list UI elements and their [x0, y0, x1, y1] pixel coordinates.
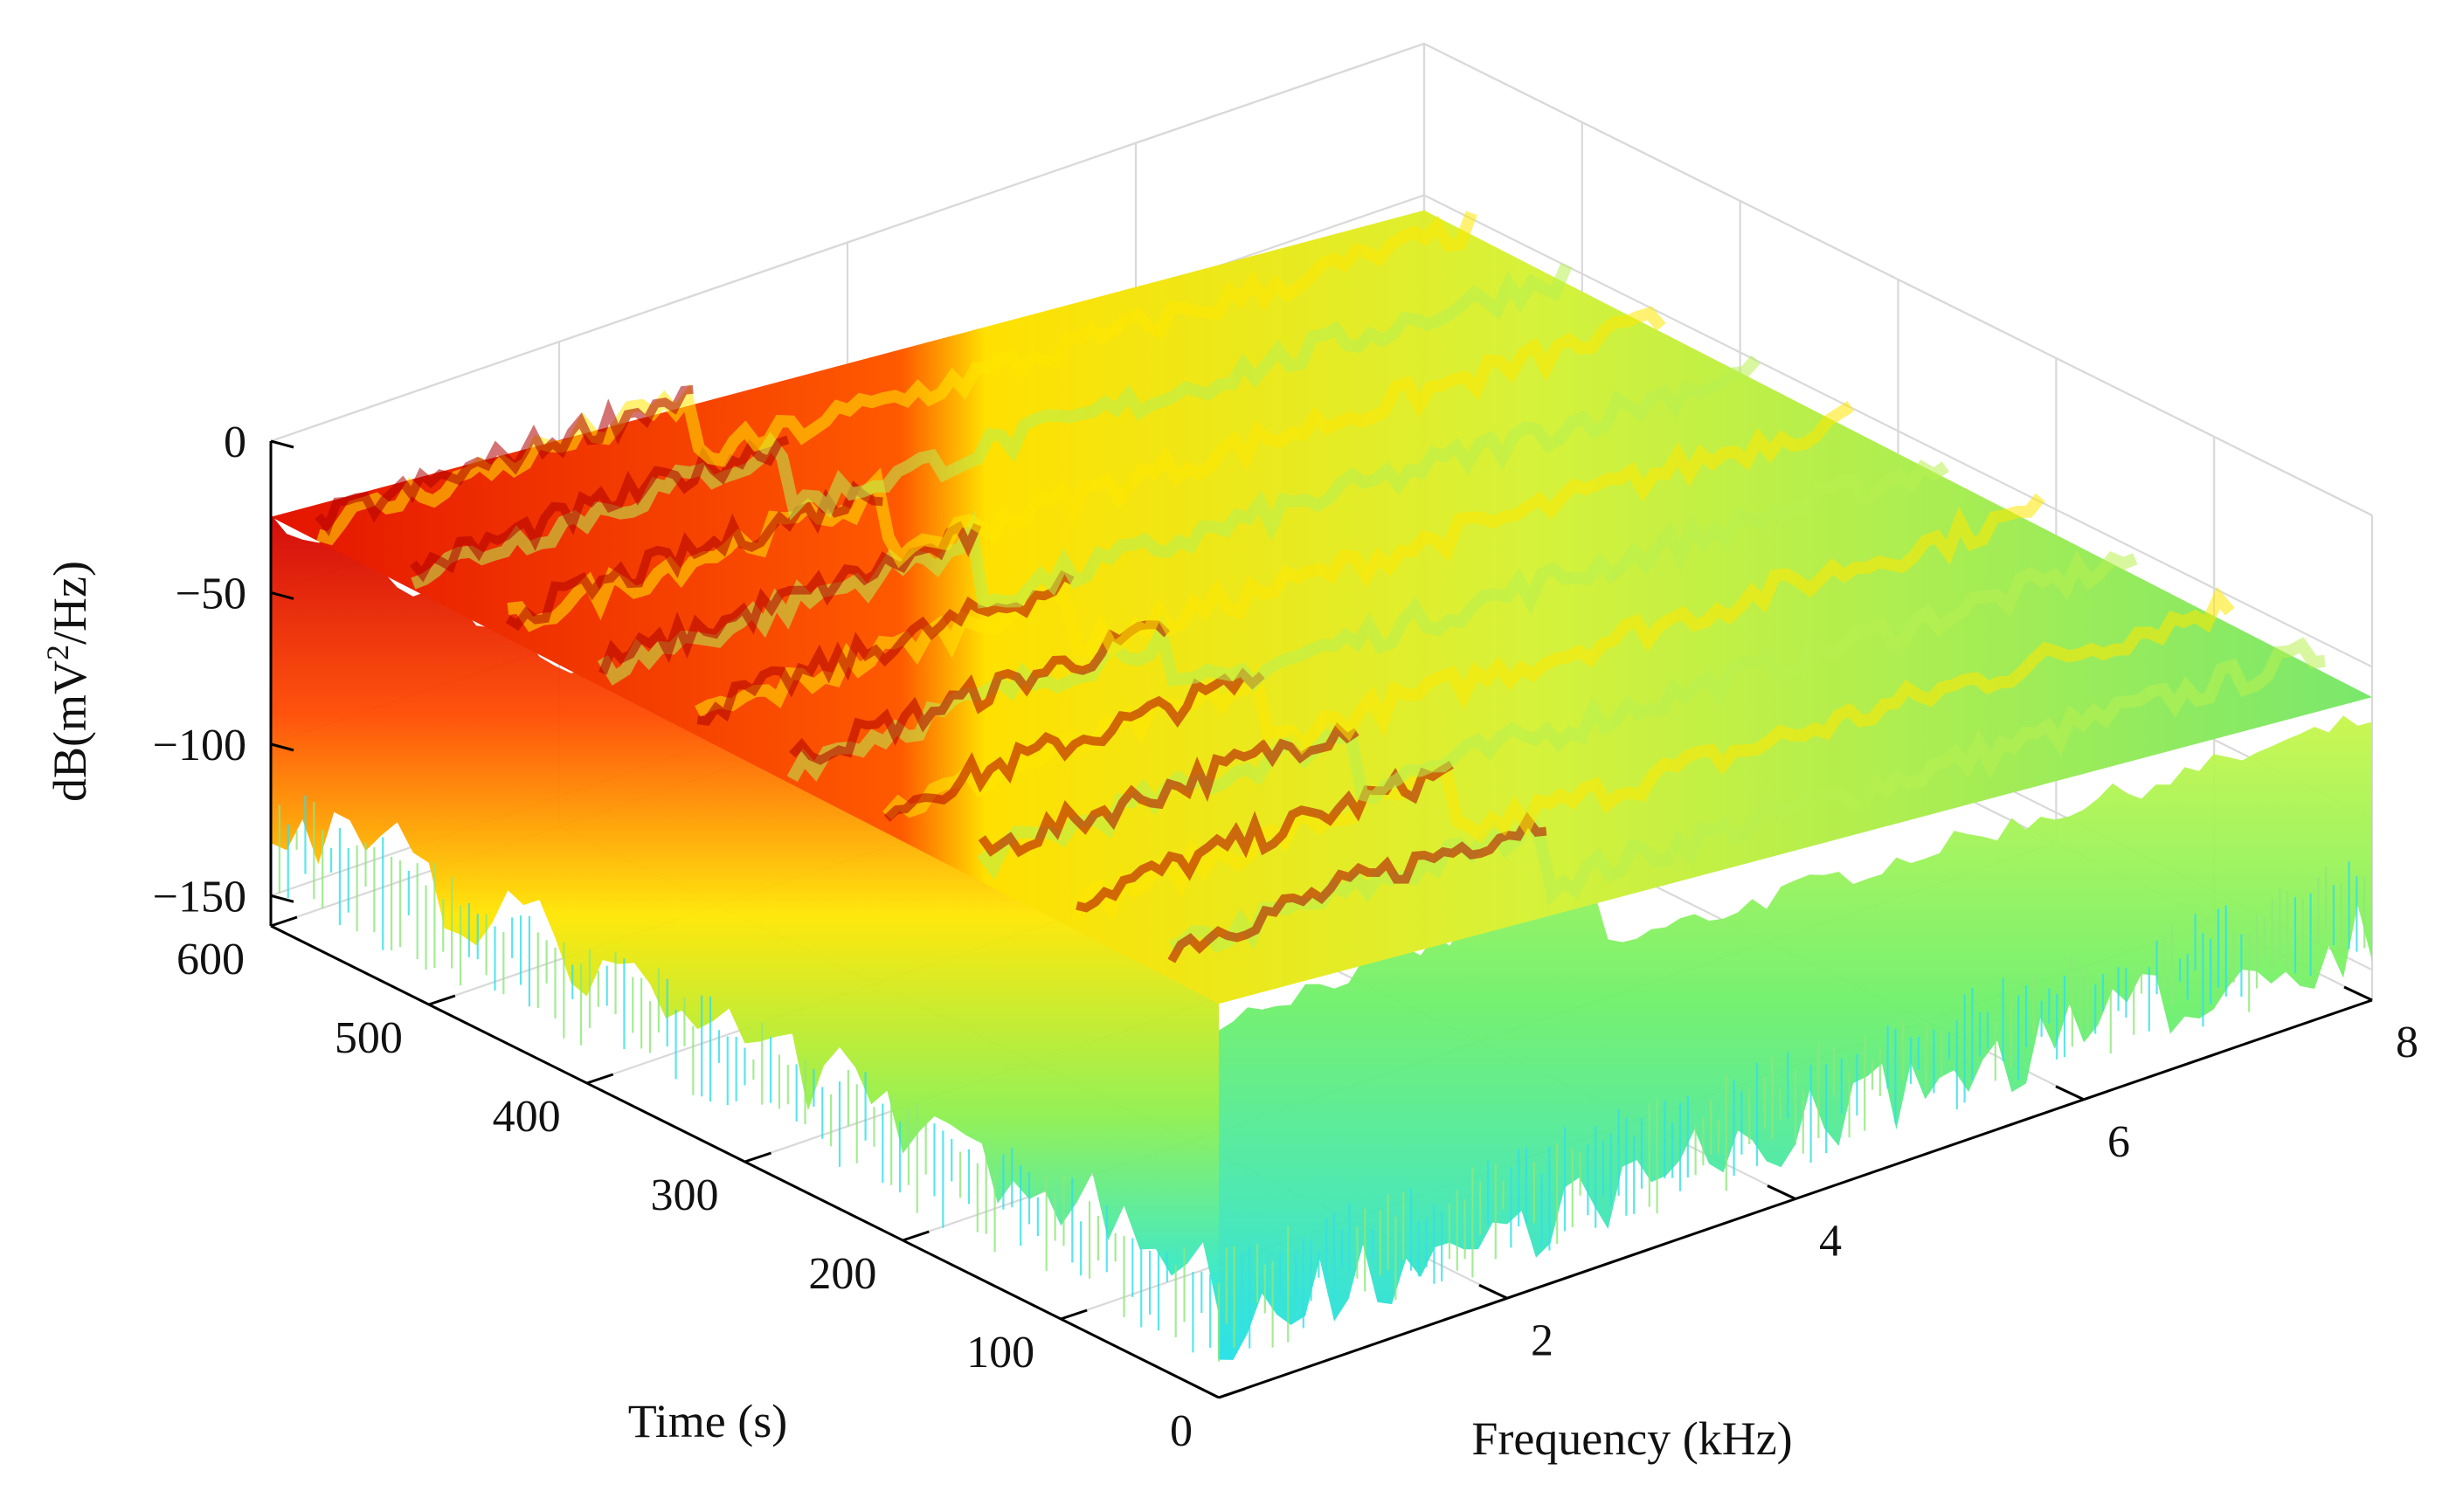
y-tick-label: 500 [335, 1013, 403, 1063]
x-axis-label: Frequency (kHz) [1471, 1412, 1792, 1465]
y-tick-mark [270, 915, 298, 928]
spectrum-surface [271, 210, 2372, 1362]
y-tick-mark [586, 1073, 614, 1085]
x-tick-label: 2 [1531, 1315, 1553, 1365]
z-axis-label: dB(mV2/Hz) [40, 561, 96, 802]
y-tick-mark [744, 1151, 771, 1163]
z-tick-mark [270, 590, 294, 600]
y-tick-label: 0 [1170, 1406, 1193, 1456]
z-tick-label: −50 [176, 569, 246, 618]
z-tick-mark [270, 894, 294, 903]
z-tick-label: 0 [224, 418, 246, 467]
x-tick-mark [2343, 985, 2373, 1002]
z-axis-label-prefix: dB(mV [44, 660, 96, 802]
z-axis-label-suffix: /Hz) [44, 561, 96, 645]
y-axis-label: Time (s) [628, 1395, 788, 1447]
y-tick-label: 200 [808, 1249, 876, 1299]
x-tick-mark [1478, 1283, 1508, 1300]
y-tick-label: 400 [493, 1092, 561, 1142]
x-tick-mark [1767, 1184, 1796, 1200]
y-tick-mark [1218, 1387, 1246, 1399]
y-axis-ticks: 0 100 200 300 400 500 600 [176, 915, 1246, 1456]
y-tick-mark [428, 994, 456, 1006]
x-tick-label: 8 [2396, 1018, 2418, 1067]
y-tick-mark [902, 1230, 930, 1242]
x-axis-ticks: 2 4 6 8 [1478, 985, 2418, 1365]
z-tick-label: −100 [153, 721, 246, 770]
y-tick-label: 600 [176, 935, 245, 984]
x-tick-mark [2055, 1085, 2085, 1101]
z-axis-label-sup: 2 [40, 645, 75, 660]
z-tick-label: −150 [153, 872, 246, 922]
y-tick-label: 300 [651, 1170, 719, 1220]
x-tick-label: 6 [2107, 1117, 2130, 1167]
x-tick-label: 4 [1819, 1217, 1842, 1267]
y-tick-mark [1060, 1308, 1088, 1321]
z-tick-mark [270, 439, 294, 449]
y-tick-label: 100 [966, 1328, 1034, 1377]
z-axis-ticks: 0 −50 −100 −150 [153, 418, 294, 922]
z-tick-mark [270, 742, 294, 752]
